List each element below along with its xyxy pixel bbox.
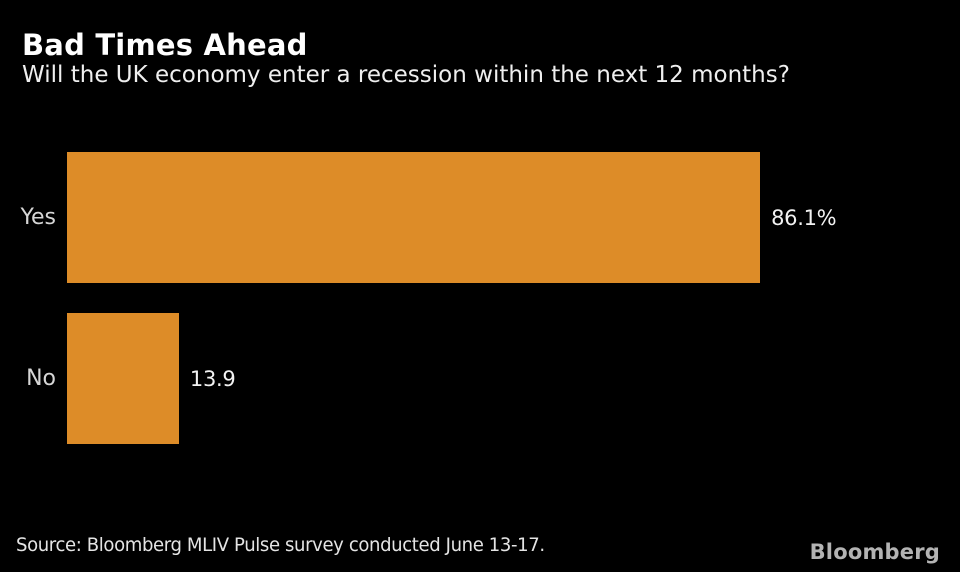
value-label: 86.1% — [771, 205, 837, 230]
bar-rows: Yes 86.1% No 13.9 — [0, 152, 960, 474]
bar — [67, 313, 179, 444]
chart-title: Bad Times Ahead — [22, 28, 308, 62]
category-label: Yes — [20, 205, 56, 230]
category-label: No — [26, 366, 56, 391]
bar — [67, 152, 761, 283]
bar-row: Yes 86.1% — [0, 152, 960, 283]
bar-track: 13.9 — [67, 313, 872, 444]
bloomberg-logo: Bloomberg — [809, 540, 940, 564]
bar-track: 86.1% — [67, 152, 872, 283]
chart-subtitle: Will the UK economy enter a recession wi… — [22, 62, 790, 88]
bar-row: No 13.9 — [0, 313, 960, 444]
value-label: 13.9 — [189, 366, 236, 391]
source-note: Source: Bloomberg MLIV Pulse survey cond… — [16, 534, 545, 556]
